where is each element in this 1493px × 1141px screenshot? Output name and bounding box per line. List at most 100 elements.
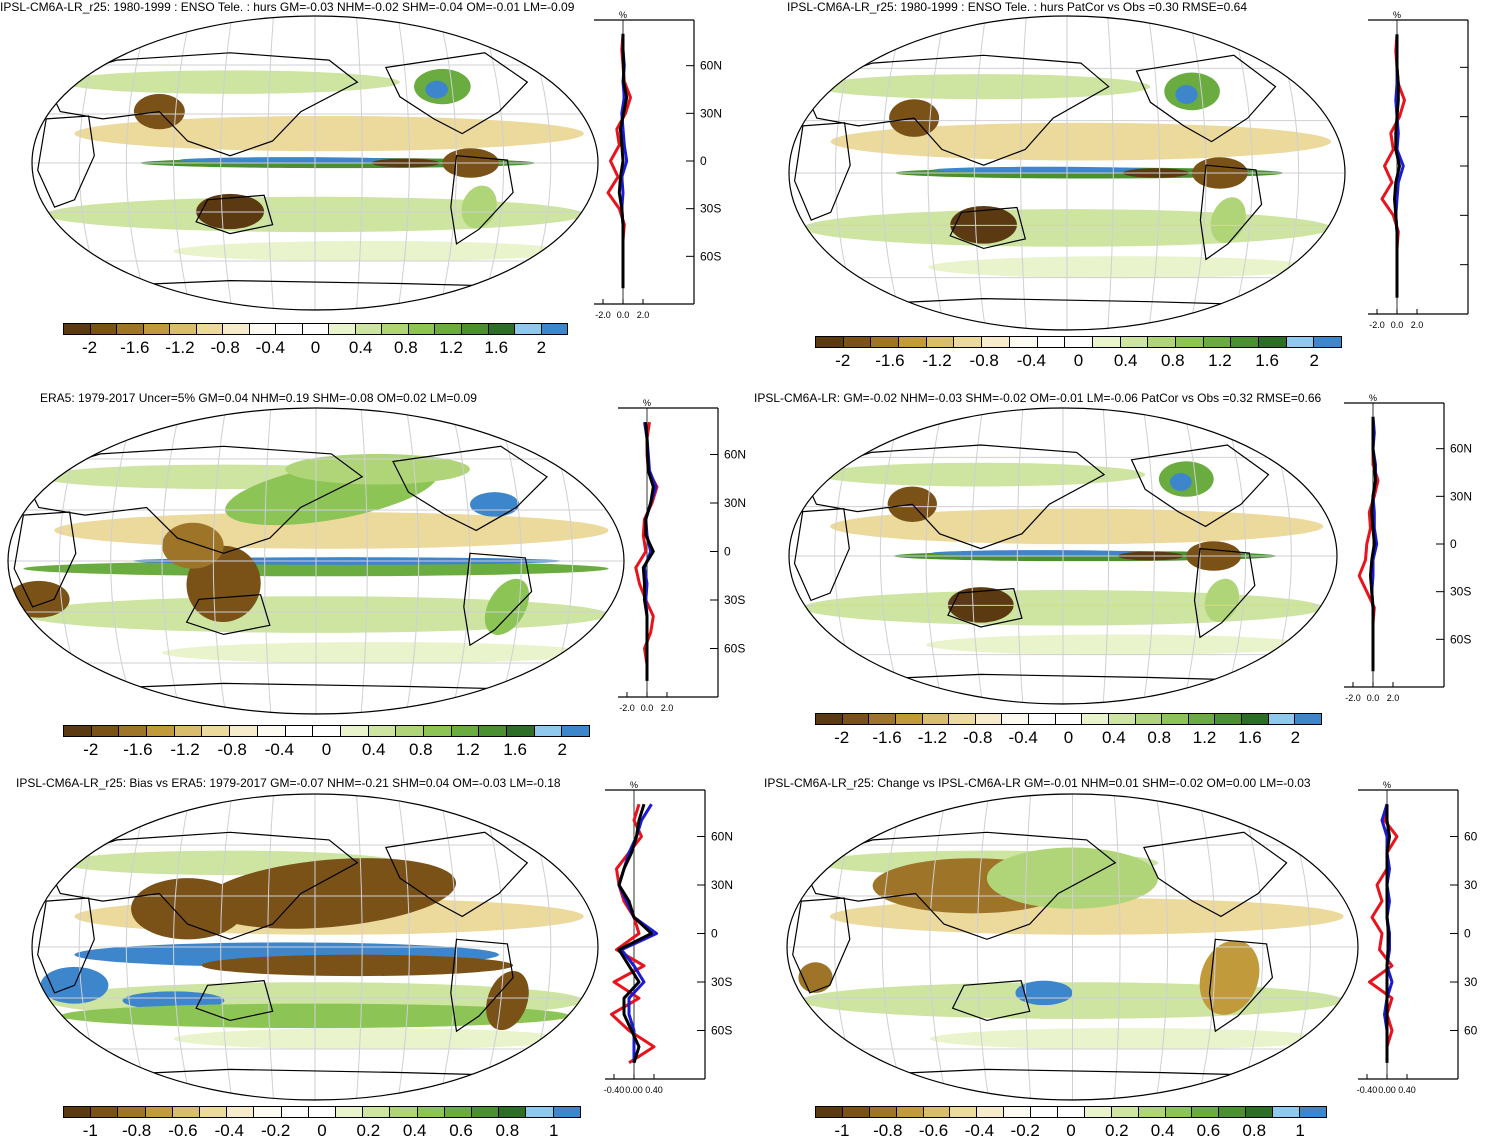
colorbar-swatch xyxy=(363,1107,391,1117)
panel-title: IPSL-CM6A-LR: GM=-0.02 NHM=-0.03 SHM=-0.… xyxy=(754,391,1322,405)
zonal-mean-plot: % 60N 30N 0 30S 60S -2.0 0.0 2.0 xyxy=(594,10,722,320)
anomaly-field xyxy=(928,256,1318,279)
zonal-ytick-label: 30N xyxy=(711,878,733,892)
colorbar-label: -0.8 xyxy=(873,1121,903,1140)
zonal-xtick-label: 0.0 xyxy=(1391,320,1404,330)
colorbar-label: 0.8 xyxy=(408,740,433,759)
colorbar-swatch xyxy=(257,726,286,736)
colorbar-swatch xyxy=(118,1107,146,1117)
colorbar-label: -0.2 xyxy=(260,1121,291,1140)
colorbar-boxes xyxy=(63,323,568,335)
colorbar-swatch xyxy=(1037,337,1066,347)
colorbar-swatch xyxy=(336,1107,364,1117)
colorbar-label: 0 xyxy=(1073,351,1084,370)
colorbar-boxes xyxy=(63,1106,581,1118)
colorbar-label: 0.6 xyxy=(1196,1121,1221,1140)
colorbar-swatch xyxy=(869,714,896,724)
colorbar-swatch xyxy=(1219,1107,1247,1117)
zonal-mean-plot: % 60 30 0 30 60 -0.40 0.00 0.40 xyxy=(1357,780,1478,1095)
zonal-ytick-label: 30S xyxy=(700,202,721,216)
colorbar-swatch xyxy=(499,1107,527,1117)
coast-south-america xyxy=(450,938,514,1033)
colorbar-swatch xyxy=(200,1107,228,1117)
colorbar-swatch xyxy=(423,726,452,736)
zonal-line-red xyxy=(1368,803,1399,1063)
colorbar-label: 2 xyxy=(536,338,547,357)
colorbar-label: 1.6 xyxy=(503,740,527,759)
colorbar-label: 0 xyxy=(317,1121,327,1140)
zonal-unit-label: % xyxy=(619,10,627,20)
colorbar-label: 0 xyxy=(310,338,321,357)
colorbar-swatch xyxy=(249,324,277,334)
colorbar-label: -0.8 xyxy=(121,1121,152,1140)
anomaly-field xyxy=(950,205,1017,244)
colorbar-swatch xyxy=(64,1107,92,1117)
coast-africa xyxy=(13,511,77,608)
colorbar-label: 2 xyxy=(1309,351,1319,370)
colorbar-swatch xyxy=(954,337,983,347)
colorbar-swatch xyxy=(117,324,144,334)
colorbar-swatch xyxy=(382,324,409,334)
colorbar-swatch xyxy=(1135,714,1163,724)
colorbar-label: 0.8 xyxy=(1160,351,1185,370)
map xyxy=(788,15,1346,331)
colorbar-swatch xyxy=(230,726,258,736)
colorbar-swatch xyxy=(408,324,436,334)
colorbar-swatch xyxy=(64,726,92,736)
colorbar-swatch xyxy=(254,1107,282,1117)
colorbar-swatch xyxy=(1259,337,1287,347)
zonal-line-black xyxy=(1393,34,1401,298)
anomaly-field xyxy=(470,492,520,517)
zonal-ytick-label: 30 xyxy=(1464,975,1478,989)
anomaly-field xyxy=(201,954,514,977)
coast-eurasia xyxy=(45,52,359,157)
colorbar-label: -2 xyxy=(82,338,98,357)
zonal-ytick-label: 60N xyxy=(1450,442,1472,456)
colorbar-label: -0.6 xyxy=(918,1121,949,1140)
colorbar-swatch xyxy=(1138,1107,1166,1117)
colorbar-swatch xyxy=(390,1107,418,1117)
coast-north-america xyxy=(384,831,529,918)
colorbar-label: 1.2 xyxy=(439,338,463,357)
colorbar-swatch xyxy=(816,714,843,724)
map xyxy=(31,793,599,1101)
colorbar-swatch xyxy=(1231,337,1259,347)
colorbar-swatch xyxy=(515,324,542,334)
zonal-line-black xyxy=(1369,416,1377,672)
coast-africa xyxy=(37,115,95,208)
anomaly-field xyxy=(1204,578,1240,623)
anomaly-field xyxy=(486,971,529,1031)
colorbar-swatch xyxy=(281,1107,309,1117)
colorbar-swatch xyxy=(172,1107,201,1117)
coast-africa xyxy=(793,122,851,221)
colorbar-swatch xyxy=(1108,714,1136,724)
colorbar-swatch xyxy=(488,324,516,334)
anomaly-field xyxy=(1169,473,1192,491)
colorbar-swatch xyxy=(472,1107,500,1117)
colorbar-label: -1.2 xyxy=(170,740,200,759)
colorbar-label: 0.4 xyxy=(1102,728,1126,747)
zonal-xtick-label: 2.0 xyxy=(1411,320,1424,330)
zonal-ytick-label: 0 xyxy=(1450,537,1457,551)
colorbar-label: -0.8 xyxy=(217,740,247,759)
anomaly-field xyxy=(202,858,457,929)
colorbar-swatch xyxy=(1273,1107,1301,1117)
colorbar-swatch xyxy=(922,714,950,724)
colorbar-label: -0.2 xyxy=(1010,1121,1040,1140)
colorbar-swatch xyxy=(1203,337,1232,347)
colorbar-swatch xyxy=(982,337,1010,347)
colorbar-label: -1 xyxy=(82,1121,98,1140)
colorbar-swatch xyxy=(302,324,330,334)
zonal-ytick-label: 60N xyxy=(724,448,746,462)
colorbar-swatch xyxy=(1031,1107,1059,1117)
colorbar-swatch xyxy=(174,726,203,736)
colorbar-swatch xyxy=(1215,714,1242,724)
colorbar-swatch xyxy=(451,726,480,736)
zonal-xtick-label: 0.0 xyxy=(1367,693,1380,703)
coast-north-america xyxy=(1135,54,1277,143)
anomaly-field xyxy=(816,74,1151,100)
anomaly-field xyxy=(285,453,470,485)
colorbar-swatch xyxy=(1082,714,1109,724)
colorbar-swatch xyxy=(950,1107,978,1117)
colorbar-swatch xyxy=(91,1107,119,1117)
